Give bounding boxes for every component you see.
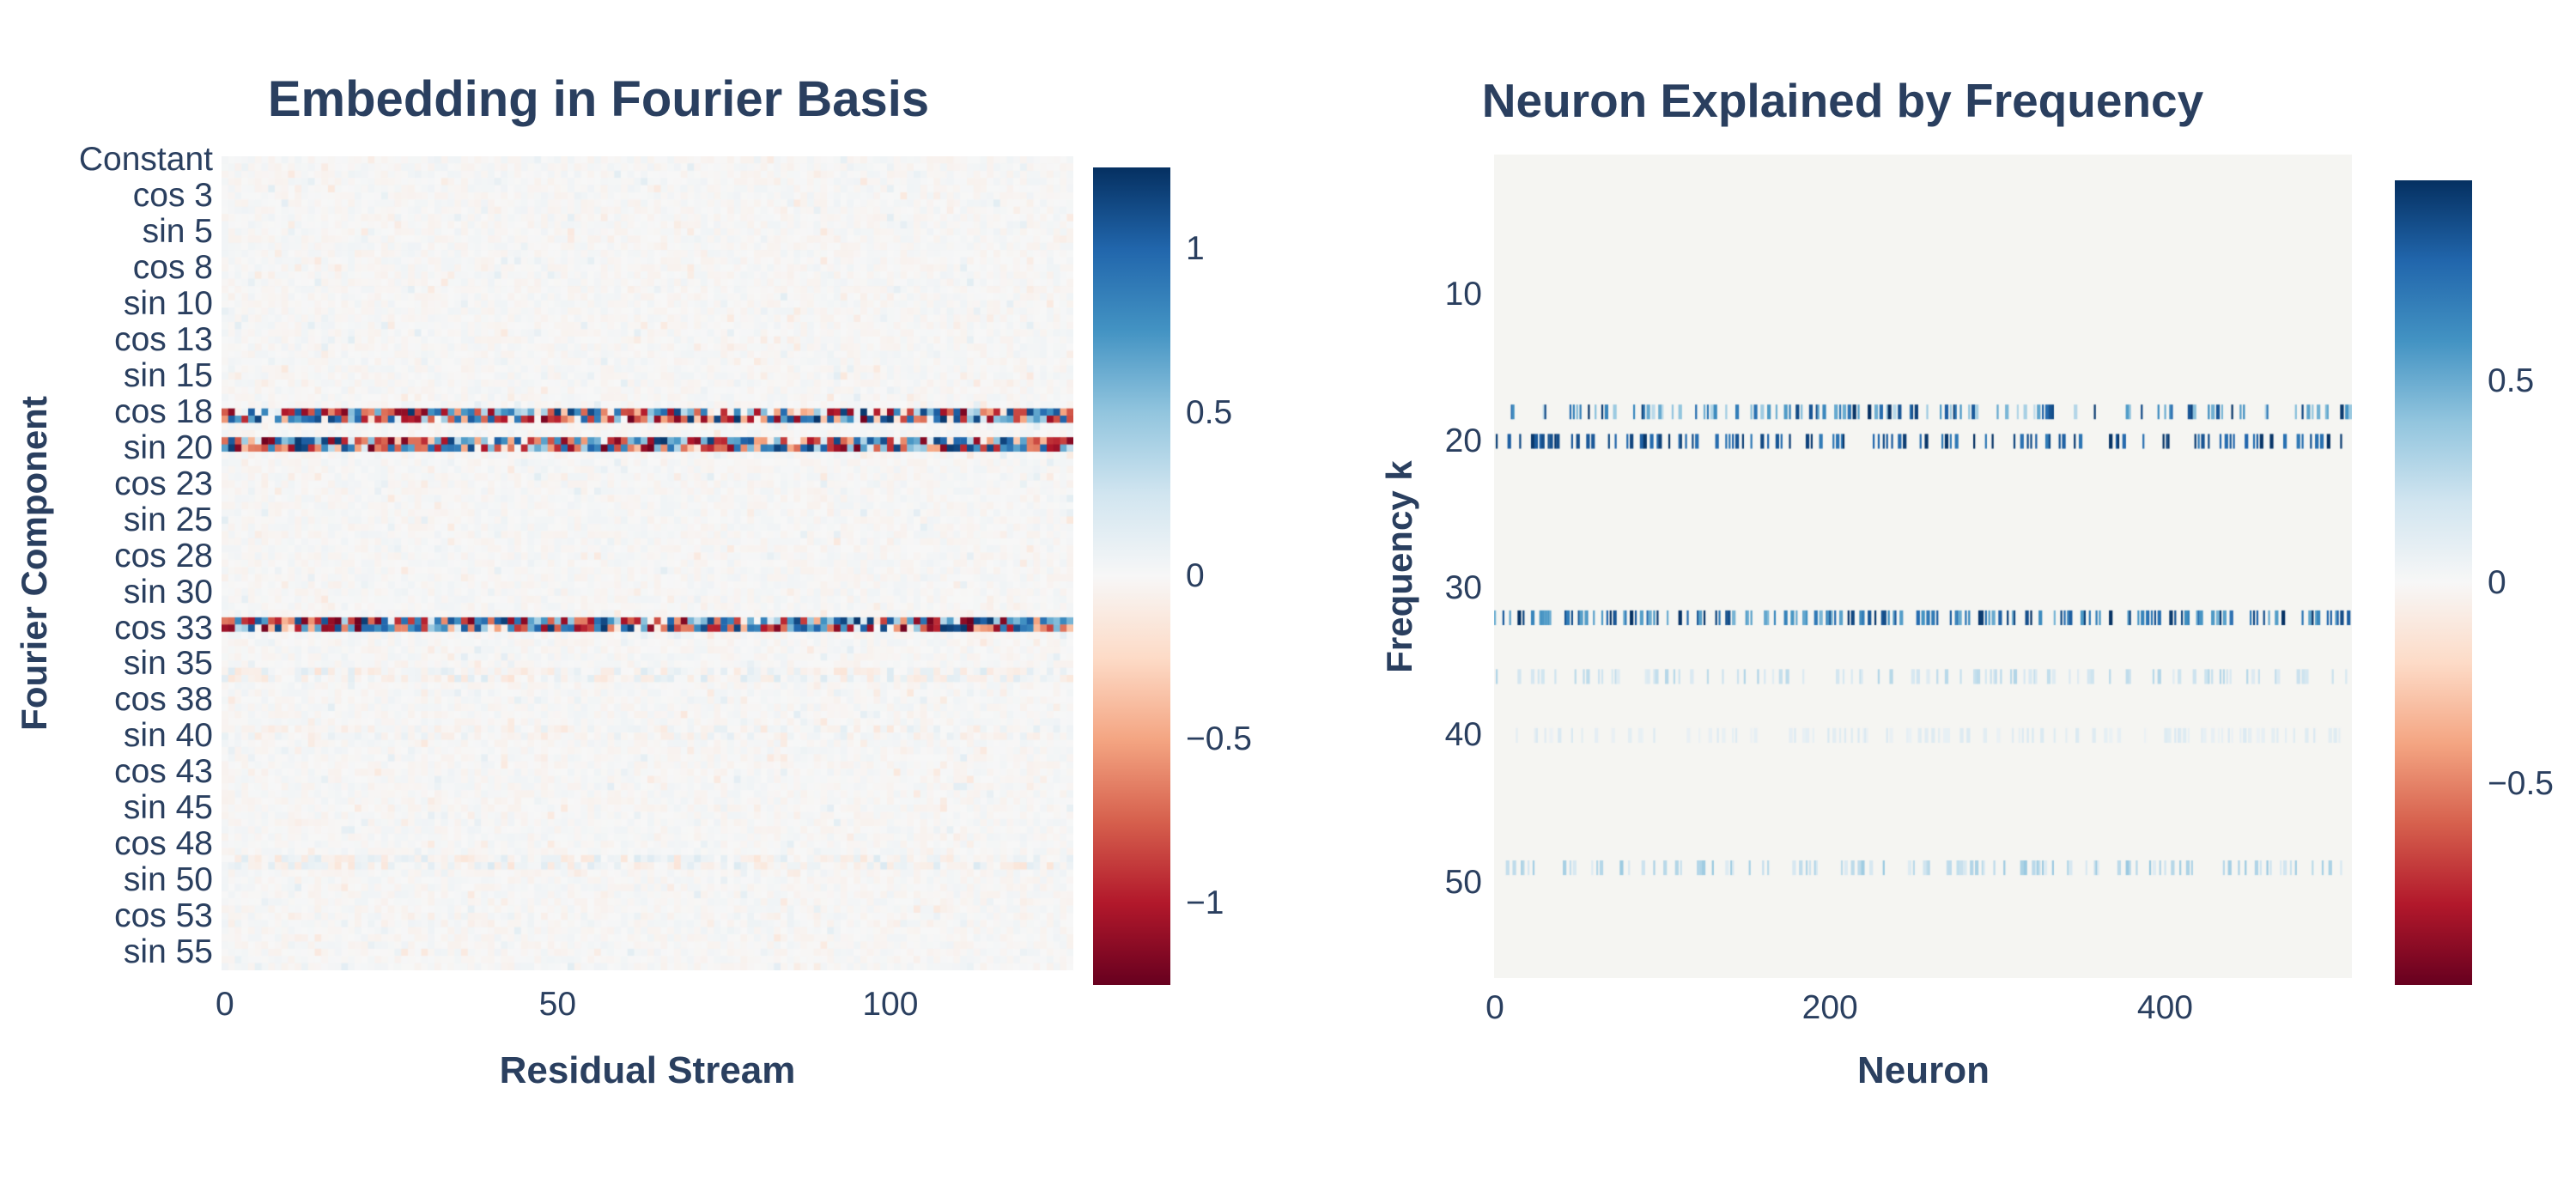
- left-x-axis-title: Residual Stream: [499, 1049, 796, 1091]
- left-y-tick-label: cos 23: [114, 465, 213, 502]
- left-colorbar-tick-label: 0.5: [1186, 393, 1233, 431]
- left-y-tick-label: sin 35: [123, 645, 213, 683]
- right-y-tick-label: 30: [1444, 569, 1482, 607]
- left-x-tick-label: 50: [538, 986, 577, 1023]
- left-y-tick-label: cos 53: [114, 897, 213, 935]
- right-colorbar-tick-label: 0: [2488, 563, 2506, 601]
- left-heatmap[interactable]: [222, 156, 1073, 970]
- left-colorbar: [1093, 167, 1170, 985]
- left-y-tick-label: sin 55: [123, 933, 213, 971]
- left-colorbar-tick-label: 0: [1186, 557, 1205, 594]
- left-y-tick-label: cos 13: [114, 320, 213, 358]
- left-chart-title: Embedding in Fourier Basis: [267, 71, 930, 127]
- left-y-tick-label: cos 43: [114, 753, 213, 791]
- right-x-tick-label: 400: [2136, 989, 2193, 1026]
- right-x-axis-title: Neuron: [1857, 1049, 1990, 1091]
- left-y-tick-label: sin 10: [123, 284, 213, 322]
- left-colorbar-tick-label: −0.5: [1186, 720, 1252, 758]
- left-y-tick-label: cos 48: [114, 825, 213, 863]
- left-y-tick-label: sin 45: [123, 789, 213, 827]
- left-y-tick-label: sin 30: [123, 573, 213, 611]
- left-y-tick-label: sin 5: [142, 213, 213, 251]
- left-y-axis-title: Fourier Component: [14, 396, 54, 731]
- left-y-tick-label: sin 50: [123, 861, 213, 899]
- left-x-tick-label: 0: [216, 986, 234, 1023]
- left-colorbar-tick-label: −1: [1186, 884, 1224, 921]
- left-y-tick-label: cos 28: [114, 537, 213, 574]
- left-y-tick-label: sin 20: [123, 428, 213, 466]
- right-x-tick-label: 200: [1801, 989, 1858, 1026]
- right-y-tick-label: 40: [1444, 716, 1482, 754]
- right-x-tick-label: 0: [1485, 989, 1504, 1026]
- right-y-tick-label: 20: [1444, 422, 1482, 459]
- left-y-tick-label: cos 18: [114, 392, 213, 430]
- right-heatmap[interactable]: [1494, 155, 2352, 978]
- left-y-tick-label: sin 25: [123, 501, 213, 538]
- left-y-tick-label: sin 15: [123, 356, 213, 394]
- left-y-tick-label: cos 8: [132, 249, 213, 287]
- left-y-tick-label: cos 3: [132, 177, 213, 215]
- right-colorbar-tick-label: 0.5: [2488, 362, 2535, 400]
- left-y-tick-label: cos 38: [114, 681, 213, 719]
- left-y-tick-label: sin 40: [123, 717, 213, 755]
- left-y-tick-label: cos 33: [114, 609, 213, 647]
- right-y-tick-label: 10: [1444, 275, 1482, 313]
- left-x-tick-label: 100: [862, 986, 919, 1023]
- left-colorbar-tick-label: 1: [1186, 230, 1205, 268]
- left-y-tick-label: Constant: [78, 141, 213, 179]
- right-y-axis-title: Frequency k: [1379, 460, 1419, 673]
- right-chart-title: Neuron Explained by Frequency: [1481, 74, 2204, 127]
- right-y-tick-label: 50: [1444, 863, 1482, 901]
- right-colorbar: [2395, 180, 2472, 985]
- right-colorbar-tick-label: −0.5: [2488, 764, 2554, 802]
